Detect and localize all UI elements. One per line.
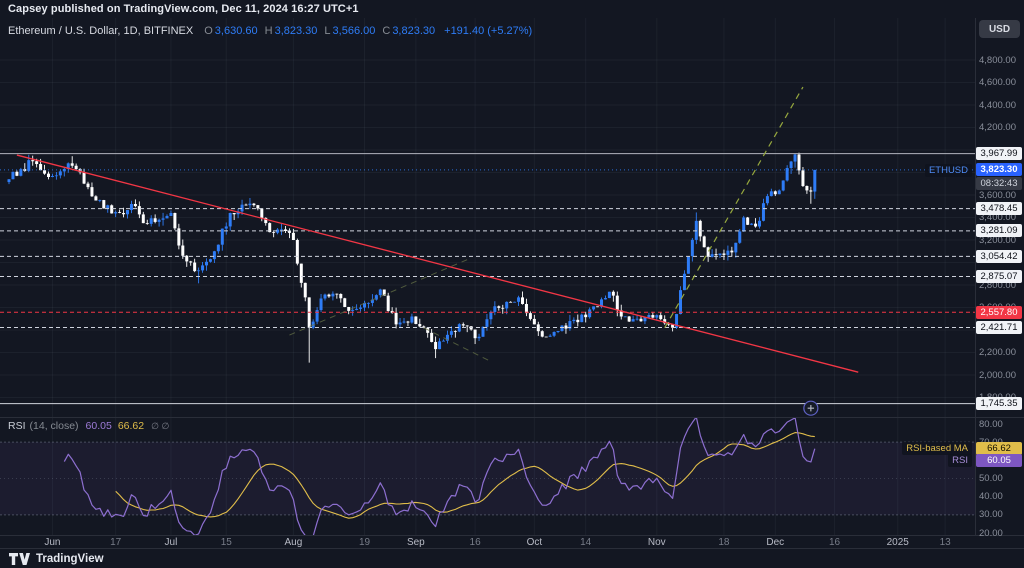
symbol-legend: Ethereum / U.S. Dollar, 1D, BITFINEX O 3,6… <box>8 25 532 37</box>
ohlc-value: 3,823.30 <box>392 25 436 37</box>
time-axis[interactable] <box>0 535 1024 548</box>
published-bar: Capsey published on TradingView.com, Dec… <box>0 0 1024 18</box>
ohlc-key: L <box>324 25 331 37</box>
horizontal-levels[interactable] <box>0 153 975 405</box>
footer: TradingView <box>0 548 1024 568</box>
tradingview-logo-icon[interactable] <box>9 552 30 565</box>
candlestick-series <box>7 152 817 363</box>
price-grid <box>0 18 975 417</box>
rsi-params: (14, close) <box>29 420 79 432</box>
add-alert-plus-button[interactable] <box>803 400 819 416</box>
rsi-title[interactable]: RSI <box>8 420 26 432</box>
ohlc-values: O 3,630.60 H 3,823.30 L 3,566.00 C 3,823.30 <box>197 25 435 37</box>
rsi-band <box>0 442 975 515</box>
change-value: +191.40 (+5.27%) <box>444 25 533 37</box>
pane-resize-handle[interactable] <box>0 417 1024 418</box>
price-chart[interactable] <box>0 18 975 417</box>
rsi-grid <box>51 418 946 535</box>
indicator-visibility-icons[interactable]: ∅ ∅ <box>151 421 170 431</box>
ohlc-value: 3,566.00 <box>332 25 376 37</box>
price-axis-border <box>975 18 976 535</box>
rsi-chart[interactable] <box>0 418 975 535</box>
symbol-title[interactable]: Ethereum / U.S. Dollar, 1D, BITFINEX <box>8 25 194 37</box>
rsi-value: 60.05 <box>85 420 112 432</box>
time-axis-border <box>0 535 1024 536</box>
rsi-line <box>63 418 816 535</box>
published-text: Capsey published on TradingView.com, Dec… <box>8 3 359 15</box>
currency-toggle-button[interactable]: USD <box>979 20 1020 38</box>
rsi-ma-line <box>115 432 815 519</box>
price-axis[interactable] <box>975 18 1024 535</box>
trendlines[interactable] <box>16 86 859 373</box>
ohlc-value: 3,823.30 <box>274 25 318 37</box>
ohlc-value: 3,630.60 <box>214 25 258 37</box>
ohlc-key: H <box>264 25 273 37</box>
ohlc-key: C <box>382 25 391 37</box>
rsi-legend: RSI (14, close) 60.05 66.62 ∅ ∅ <box>8 420 169 432</box>
rsi-ma-value: 66.62 <box>117 420 145 432</box>
tradingview-brand[interactable]: TradingView <box>36 552 104 565</box>
ohlc-key: O <box>204 25 213 37</box>
